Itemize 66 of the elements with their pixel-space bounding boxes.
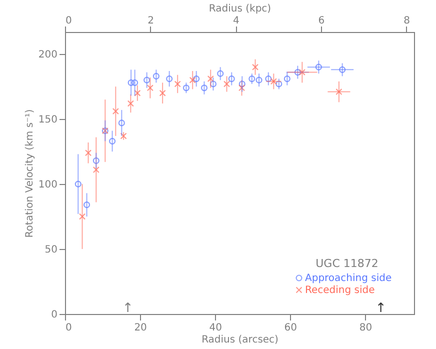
point — [74, 180, 82, 188]
point — [223, 80, 230, 88]
legend-title: UGC 11872 — [316, 257, 378, 270]
point — [294, 69, 301, 76]
x-axis-title: Radius (arcsec) — [202, 334, 279, 346]
point — [159, 90, 166, 96]
point — [182, 84, 190, 92]
x-tick-label: 0 — [66, 322, 72, 334]
point — [217, 70, 224, 77]
point — [339, 66, 346, 73]
point — [336, 88, 342, 96]
point — [83, 202, 90, 208]
point — [298, 68, 306, 76]
point — [276, 80, 282, 88]
point — [265, 76, 272, 82]
point — [78, 213, 86, 220]
point — [144, 76, 150, 84]
point — [284, 76, 290, 82]
point — [228, 76, 235, 82]
x2-tick-label: 0 — [66, 16, 72, 26]
point — [252, 64, 259, 70]
y-tick-label: 50 — [44, 244, 58, 256]
point — [128, 79, 134, 86]
x2-tick-label: 6 — [318, 16, 325, 26]
x-tick-label: 60 — [284, 322, 298, 334]
x-tick-label: 80 — [359, 322, 372, 334]
point — [84, 150, 92, 156]
point — [108, 138, 116, 144]
point — [238, 84, 246, 92]
legend-label: Receding side — [305, 285, 375, 296]
point — [127, 100, 134, 107]
point — [92, 157, 100, 164]
annotation: ↑ — [375, 301, 386, 316]
point — [118, 120, 125, 126]
x2-tick-label: 8 — [404, 16, 410, 26]
point — [189, 76, 196, 84]
point — [112, 108, 119, 115]
y-tick-label: 150 — [38, 114, 58, 126]
x-tick-label: 40 — [209, 322, 222, 334]
point — [256, 76, 262, 84]
y-tick-label: 200 — [38, 50, 58, 61]
x2-tick-label: 2 — [148, 16, 154, 26]
point — [193, 76, 200, 82]
point — [92, 166, 100, 174]
y-tick-label: 0 — [51, 310, 58, 320]
point — [132, 79, 138, 86]
point — [174, 80, 181, 88]
annotation: ↑ — [122, 301, 134, 316]
point — [134, 90, 141, 96]
point — [238, 80, 246, 88]
point — [120, 132, 127, 140]
point — [270, 78, 277, 85]
point — [152, 72, 160, 80]
point — [200, 84, 208, 92]
x-tick-label: 20 — [134, 322, 147, 334]
y-tick-label: 100 — [38, 180, 58, 191]
y-axis-title: Rotation Velocity (km s⁻¹) — [24, 109, 36, 238]
point — [146, 84, 154, 92]
point — [210, 80, 217, 88]
point — [166, 76, 173, 82]
x2-tick-label: 4 — [232, 16, 240, 26]
x2-axis-title: Radius (kpc) — [208, 4, 272, 14]
point — [248, 76, 256, 82]
point — [315, 64, 322, 70]
legend-label: Approaching side — [305, 273, 392, 284]
point — [207, 75, 214, 82]
